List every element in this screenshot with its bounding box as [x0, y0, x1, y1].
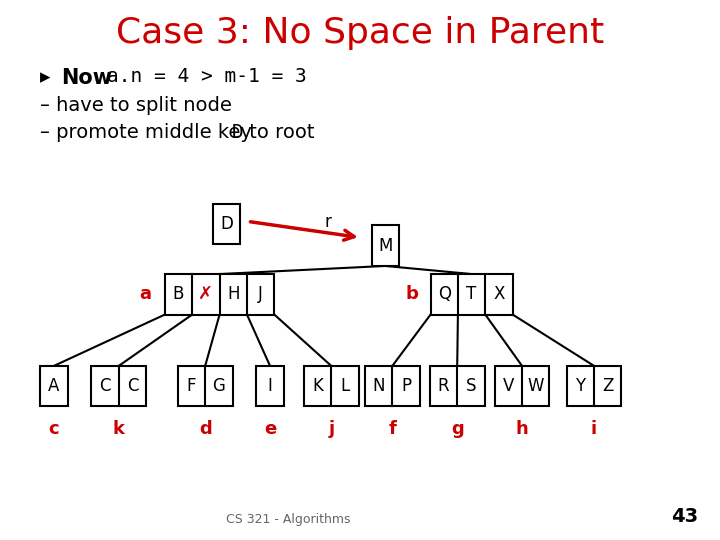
Text: C: C — [99, 377, 111, 395]
Text: H: H — [227, 285, 240, 303]
Text: r: r — [325, 213, 332, 231]
FancyBboxPatch shape — [567, 366, 621, 407]
Text: C: C — [127, 377, 138, 395]
Text: J: J — [258, 285, 263, 303]
FancyBboxPatch shape — [165, 274, 274, 314]
FancyBboxPatch shape — [256, 366, 284, 407]
Text: V: V — [503, 377, 514, 395]
Text: M: M — [378, 237, 392, 255]
Text: CS 321 - Algorithms: CS 321 - Algorithms — [226, 514, 350, 526]
Text: I: I — [268, 377, 272, 395]
Text: Case 3: No Space in Parent: Case 3: No Space in Parent — [116, 16, 604, 50]
Text: A: A — [48, 377, 60, 395]
Text: a: a — [140, 285, 152, 303]
Text: Z: Z — [602, 377, 613, 395]
Text: L: L — [341, 377, 349, 395]
FancyBboxPatch shape — [304, 366, 359, 407]
Text: – have to split node: – have to split node — [40, 96, 231, 115]
Text: ✗: ✗ — [198, 285, 214, 303]
Text: W: W — [528, 377, 544, 395]
Text: Now: Now — [61, 68, 112, 87]
Text: S: S — [466, 377, 476, 395]
Text: to root: to root — [243, 123, 315, 141]
Text: j: j — [328, 420, 334, 438]
FancyBboxPatch shape — [495, 366, 549, 407]
Text: B: B — [173, 285, 184, 303]
FancyBboxPatch shape — [431, 274, 513, 314]
Text: ▸: ▸ — [40, 68, 50, 87]
FancyBboxPatch shape — [91, 366, 146, 407]
Text: b: b — [405, 285, 418, 303]
Text: N: N — [372, 377, 385, 395]
Text: d: d — [199, 420, 212, 438]
Text: – promote middle key: – promote middle key — [40, 123, 258, 141]
Text: k: k — [113, 420, 125, 438]
Text: T: T — [467, 285, 477, 303]
Text: h: h — [516, 420, 528, 438]
FancyBboxPatch shape — [178, 366, 233, 407]
Text: e: e — [264, 420, 276, 438]
Text: Y: Y — [575, 377, 585, 395]
FancyBboxPatch shape — [213, 204, 240, 244]
Text: f: f — [389, 420, 396, 438]
Text: G: G — [212, 377, 225, 395]
Text: Q: Q — [438, 285, 451, 303]
FancyBboxPatch shape — [372, 226, 399, 266]
Text: c: c — [49, 420, 59, 438]
Text: 43: 43 — [671, 508, 698, 526]
Text: g: g — [451, 420, 464, 438]
Text: K: K — [312, 377, 323, 395]
Text: a.n = 4 > m-1 = 3: a.n = 4 > m-1 = 3 — [107, 68, 306, 86]
Text: i: i — [591, 420, 597, 438]
FancyBboxPatch shape — [430, 366, 485, 407]
Text: D: D — [232, 123, 243, 141]
Text: P: P — [401, 377, 411, 395]
Text: F: F — [186, 377, 197, 395]
FancyBboxPatch shape — [40, 366, 68, 407]
Text: D: D — [220, 215, 233, 233]
Text: X: X — [493, 285, 505, 303]
FancyBboxPatch shape — [365, 366, 420, 407]
Text: R: R — [438, 377, 449, 395]
